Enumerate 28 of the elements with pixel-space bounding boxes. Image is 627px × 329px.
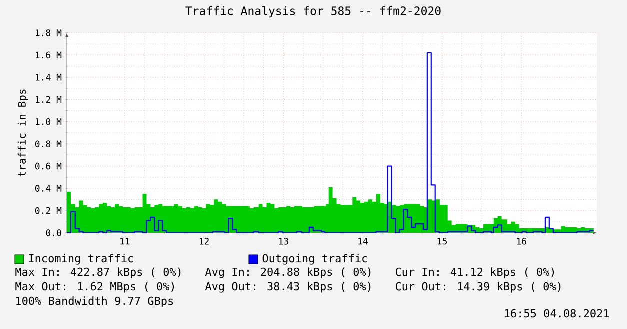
text: Avg Out: 38.43 kBps ( 0%) [205, 282, 371, 293]
x-tick-label: 16 [517, 238, 526, 245]
legend-label: Incoming traffic [29, 254, 134, 265]
y-axis-title: traffic in Bps [18, 90, 28, 177]
x-tick-label: 11 [120, 238, 130, 245]
legend-label: Outgoing traffic [262, 254, 368, 265]
y-tick-label: 0.8 M [35, 140, 62, 148]
text: Max In: 422.87 kBps ( 0%) [16, 268, 181, 278]
text: 16:55 04.08.2021 [505, 309, 610, 318]
x-tick-label: 14 [358, 238, 368, 245]
y-tick-label: 1.8 M [36, 30, 62, 36]
x-tick-label: 15 [438, 238, 447, 245]
y-tick-label: 0.4 M [35, 185, 62, 192]
y-tick-label: 1.6 M [36, 52, 62, 59]
text: 100% Bandwidth 9.77 GBps [16, 296, 174, 308]
text: Cur Out: 14.39 kBps ( 0%) [396, 282, 561, 293]
y-tick-label: 0.0 [46, 230, 62, 236]
y-tick-label: 1.2 M [36, 96, 62, 104]
text: Cur In: 41.12 kBps ( 0%) [396, 268, 554, 278]
chart-title: Traffic Analysis for 585 -- ffm2-2020 [186, 6, 441, 18]
text: Max Out: 1.62 MBps ( 0%) [16, 282, 174, 293]
text: Avg In: 204.88 kBps ( 0%) [205, 268, 371, 278]
x-tick-label: 12 [200, 238, 209, 245]
y-tick-label: 1.4 M [36, 74, 62, 81]
y-tick-label: 1.0 M [36, 118, 62, 126]
x-tick-label: 13 [279, 238, 288, 245]
y-tick-label: 0.6 M [35, 162, 62, 170]
y-tick-label: 0.2 M [35, 207, 62, 214]
